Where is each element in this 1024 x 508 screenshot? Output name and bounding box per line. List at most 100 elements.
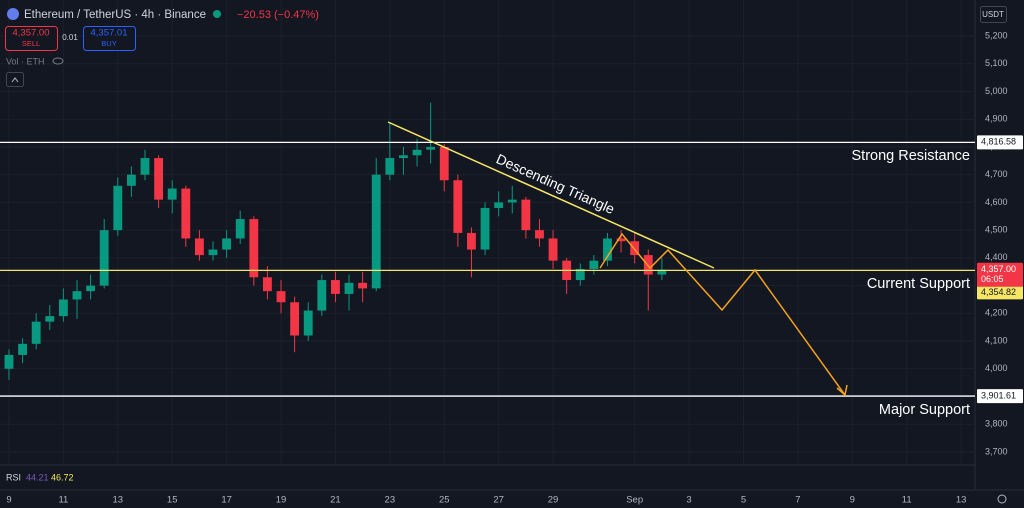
collapse-icon xyxy=(11,77,19,83)
x-tick-label: 21 xyxy=(330,495,341,506)
candle-body xyxy=(385,158,395,175)
price-label-box xyxy=(977,135,1023,150)
status-dot xyxy=(213,10,221,18)
x-tick-label: 11 xyxy=(902,495,912,506)
candle-body xyxy=(616,238,626,242)
candle-body xyxy=(344,282,354,294)
volume-label: Vol · ETH xyxy=(6,56,45,66)
candle-body xyxy=(412,149,422,156)
candle-body xyxy=(276,291,286,303)
rsi-label: RSI xyxy=(6,472,21,482)
candle-body xyxy=(4,354,14,369)
buy-label: BUY xyxy=(101,39,116,48)
x-tick-label: 5 xyxy=(741,495,746,506)
candle-body xyxy=(140,158,150,175)
x-tick-label: 25 xyxy=(439,495,450,506)
x-tick-label: 19 xyxy=(276,495,287,506)
price-label: 3,901.61 xyxy=(981,390,1016,400)
candle-body xyxy=(426,146,436,150)
candle-body xyxy=(194,238,204,256)
candle-body xyxy=(126,174,136,186)
candle-body xyxy=(303,310,313,336)
price-label: 4,354.82 xyxy=(981,287,1016,297)
projection xyxy=(599,232,846,396)
eye-icon[interactable] xyxy=(52,57,64,65)
symbol-title[interactable]: Ethereum / TetherUS · 4h · Binance xyxy=(24,9,206,21)
candle-body xyxy=(317,280,327,311)
x-tick-label: 13 xyxy=(956,495,967,506)
collapse-button[interactable] xyxy=(6,72,24,87)
candle-body xyxy=(480,207,490,250)
candle-body xyxy=(208,249,218,256)
spread: 0.01 xyxy=(62,33,78,42)
currency: USDT xyxy=(982,10,1004,19)
y-tick-label: 5,000 xyxy=(985,86,1008,96)
sell-label: SELL xyxy=(22,39,40,48)
x-tick-label: 23 xyxy=(385,495,396,506)
price-axis-bg xyxy=(975,0,1024,508)
price-label-box xyxy=(977,389,1023,404)
y-tick-label: 4,000 xyxy=(985,363,1008,373)
candle-body xyxy=(167,188,177,200)
y-tick-label: 4,500 xyxy=(985,225,1008,235)
candle-body xyxy=(86,285,96,292)
candle-body xyxy=(589,260,599,269)
candle-body xyxy=(113,185,123,231)
plot xyxy=(0,102,975,397)
y-tick-label: 4,600 xyxy=(985,197,1008,207)
candle-body xyxy=(439,146,449,181)
rsi-value: 46.72 xyxy=(51,472,74,482)
labels: 3,7003,8003,9004,0004,1004,2004,3004,400… xyxy=(6,30,1023,506)
x-tick-label: 27 xyxy=(493,495,504,506)
sell-price: 4,357.00 xyxy=(13,28,50,39)
x-tick-label: 17 xyxy=(221,495,232,506)
candle-body xyxy=(371,174,381,289)
last-price-box xyxy=(977,262,1023,287)
candle-body xyxy=(358,282,368,289)
candle-body xyxy=(154,158,164,200)
x-tick-label: 29 xyxy=(548,495,559,506)
buy-button[interactable] xyxy=(83,26,136,51)
candle-body xyxy=(290,302,300,336)
x-tick-label: 3 xyxy=(686,495,691,506)
y-tick-label: 4,900 xyxy=(985,114,1008,124)
price-change: −20.53 (−0.47%) xyxy=(237,9,319,21)
candle-body xyxy=(467,232,476,250)
candle-body xyxy=(657,269,667,275)
level-name: Current Support xyxy=(867,276,970,292)
candle-body xyxy=(249,219,259,278)
y-tick-label: 4,200 xyxy=(985,308,1008,318)
y-tick-label: 4,700 xyxy=(985,169,1008,179)
candle-body xyxy=(222,238,232,250)
x-tick-label: 13 xyxy=(113,495,124,506)
currency-button[interactable] xyxy=(980,6,1007,23)
x-tick-label: 9 xyxy=(6,495,11,506)
countdown: 06:05 xyxy=(981,274,1004,284)
candle-body xyxy=(507,199,517,203)
sell-button[interactable] xyxy=(5,26,58,51)
candle-body xyxy=(18,343,28,355)
settings-icon[interactable] xyxy=(997,494,1007,504)
candle-body xyxy=(494,202,504,208)
last-price: 4,357.00 xyxy=(981,264,1016,274)
candle-body xyxy=(535,230,544,239)
level-name: Strong Resistance xyxy=(852,148,970,164)
coin-icon xyxy=(7,8,19,20)
candle-body xyxy=(603,238,612,261)
y-tick-label: 4,100 xyxy=(985,335,1008,345)
candle-body xyxy=(181,188,191,239)
candle-body xyxy=(72,291,82,300)
x-tick-label: 9 xyxy=(850,495,855,506)
y-tick-label: 3,800 xyxy=(985,419,1008,429)
level-name: Major Support xyxy=(879,402,970,418)
trendline xyxy=(387,121,715,269)
candle-body xyxy=(235,219,245,239)
candle-body xyxy=(521,199,531,231)
x-tick-label: 11 xyxy=(58,495,68,506)
y-tick-label: 3,700 xyxy=(985,446,1008,456)
candle-body xyxy=(575,268,585,281)
projection-arrow xyxy=(836,384,848,397)
candle-body xyxy=(262,277,272,292)
